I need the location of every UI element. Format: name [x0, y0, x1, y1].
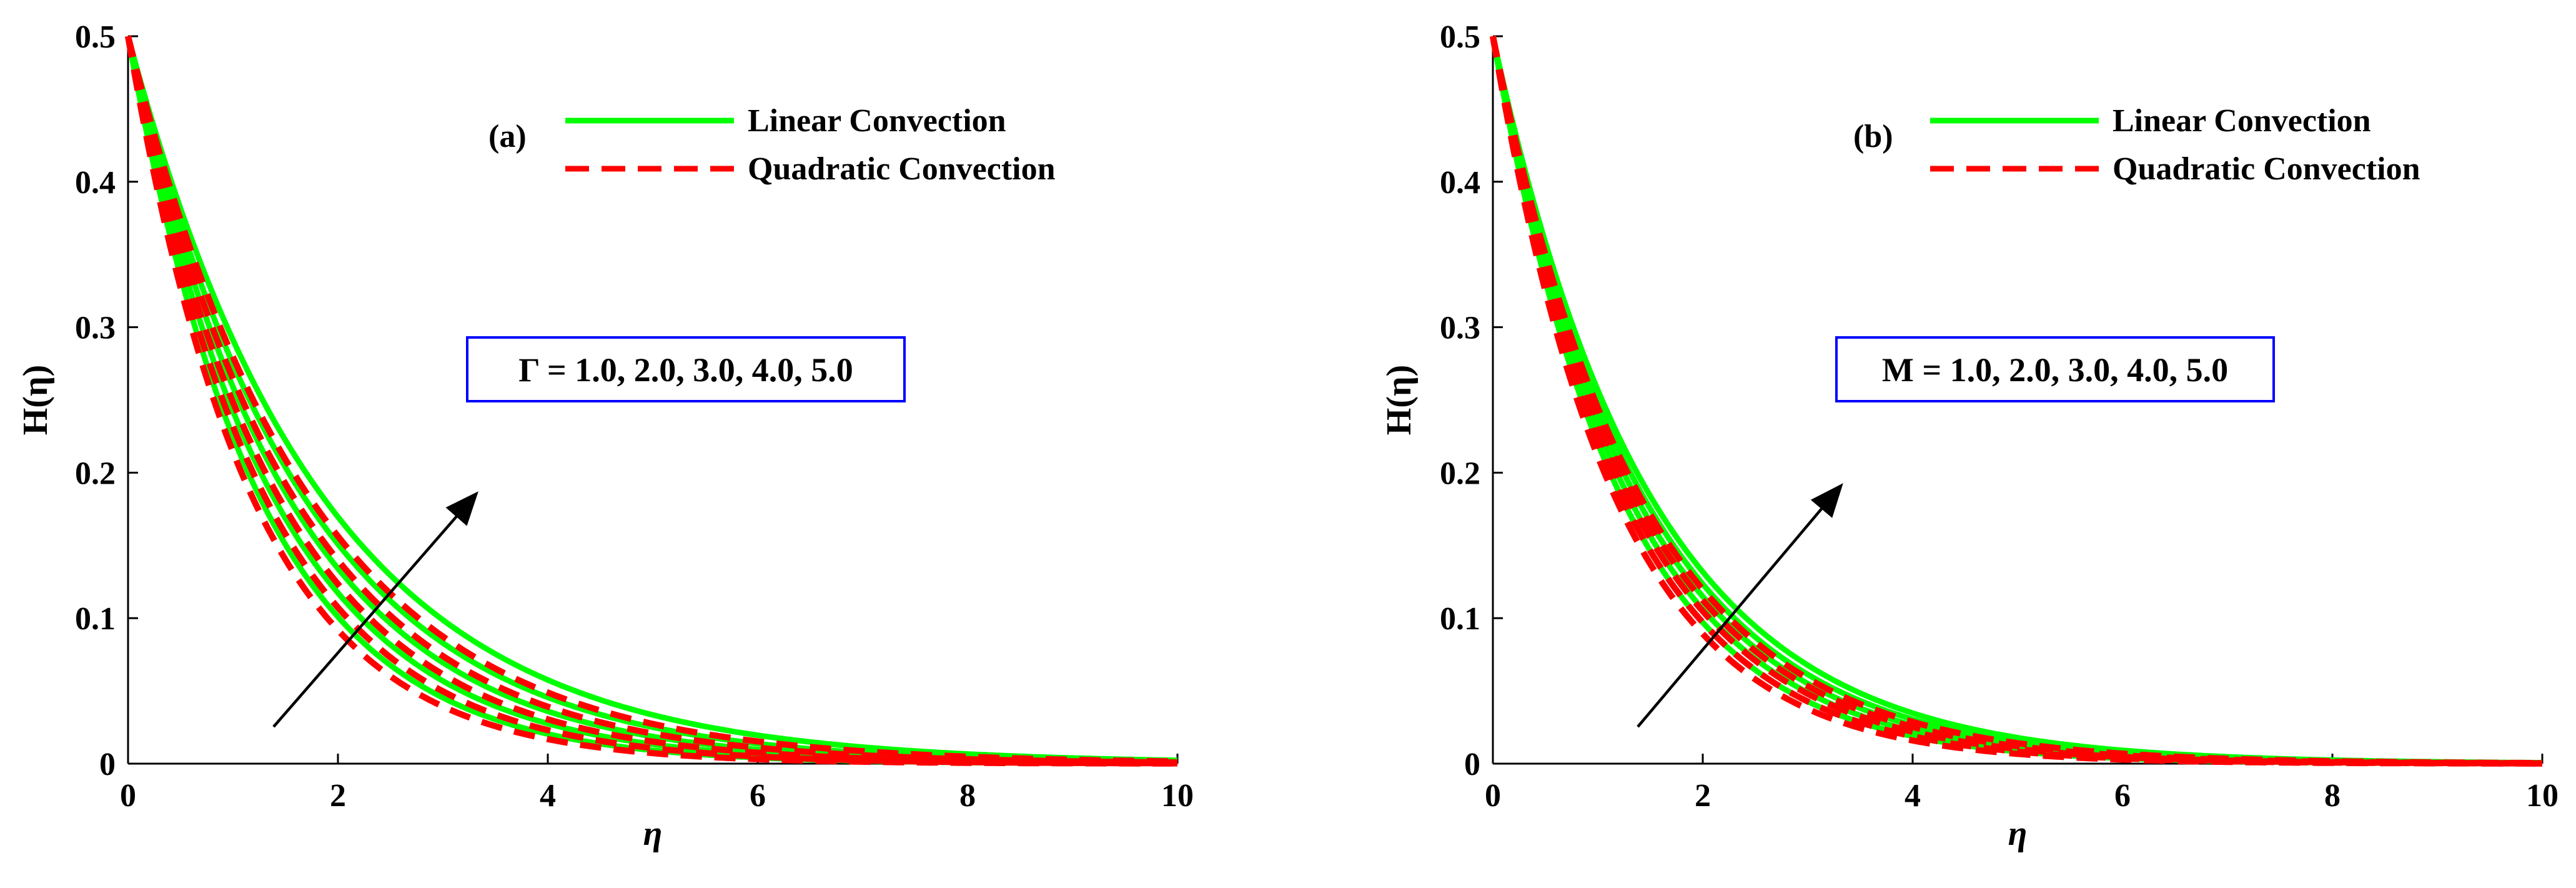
y-tick-label: 0.2 [75, 456, 116, 491]
quadratic-curve-m-5-0 [1490, 35, 2542, 767]
y-tick-label: 0.3 [1440, 311, 1480, 346]
y-tick-label: 0.1 [1440, 601, 1480, 637]
panel-b: 0 2 4 6 8 10 0 0.1 0.2 0.3 0.4 0.5 η H(η) Linear Conve… [1380, 19, 2559, 853]
y-tick-label: 0.5 [1440, 19, 1480, 55]
x-axis-label: η [2008, 814, 2028, 853]
y-axis-label: H(η) [16, 365, 55, 436]
x-tick-label: 8 [959, 778, 976, 814]
x-tick-label: 10 [2526, 778, 2559, 814]
parameter-box [466, 336, 906, 402]
parameter-box-text: M = 1.0, 2.0, 3.0, 4.0, 5.0 [1882, 351, 2228, 389]
panel-a: 0 2 4 6 8 10 0 0.1 0.2 0.3 0.4 0.5 η H(η) Linear Conve… [16, 19, 1194, 853]
quadratic-curve--5-0 [125, 35, 1177, 765]
y-tick-label: 0.4 [1440, 165, 1480, 201]
y-tick-label: 0.1 [75, 601, 116, 637]
quadratic-curve-m-3-0 [1490, 36, 2542, 767]
x-tick-label: 0 [1485, 778, 1501, 814]
x-tick-label: 8 [2324, 778, 2341, 814]
quadratic-curve--4-0 [125, 35, 1177, 766]
panel-label: (b) [1853, 119, 1893, 154]
trend-arrow [272, 491, 478, 728]
quadratic-curve--3-0 [125, 35, 1177, 766]
x-tick-label: 2 [330, 778, 346, 814]
x-tick-label: 0 [120, 778, 136, 814]
x-tick-label: 4 [540, 778, 556, 814]
legend-label-linear: Linear Convection [748, 103, 1006, 139]
y-tick-label: 0.3 [75, 311, 116, 346]
x-tick-label: 6 [2114, 778, 2131, 814]
legend-label-quadratic: Quadratic Convection [748, 151, 1056, 187]
y-tick-label: 0 [99, 747, 116, 782]
x-tick-label: 4 [1905, 778, 1921, 814]
x-tick-label: 6 [750, 778, 766, 814]
trend-arrow [1637, 483, 1843, 728]
legend-label-linear: Linear Convection [2113, 103, 2371, 139]
parameter-box [1835, 336, 2275, 402]
x-axis-label: η [643, 814, 663, 853]
x-tick-label: 10 [1161, 778, 1194, 814]
panel-label: (a) [488, 119, 527, 154]
x-tick-label: 2 [1695, 778, 1711, 814]
y-tick-label: 0.2 [1440, 456, 1480, 491]
parameter-box-text: Γ = 1.0, 2.0, 3.0, 4.0, 5.0 [518, 351, 853, 389]
y-axis-label: H(η) [1380, 365, 1419, 436]
legend-label-quadratic: Quadratic Convection [2113, 151, 2420, 187]
linear-curve--5-0 [125, 35, 1178, 764]
y-tick-label: 0 [1464, 747, 1480, 782]
y-tick-label: 0.4 [75, 165, 116, 201]
y-tick-label: 0.5 [75, 19, 116, 55]
